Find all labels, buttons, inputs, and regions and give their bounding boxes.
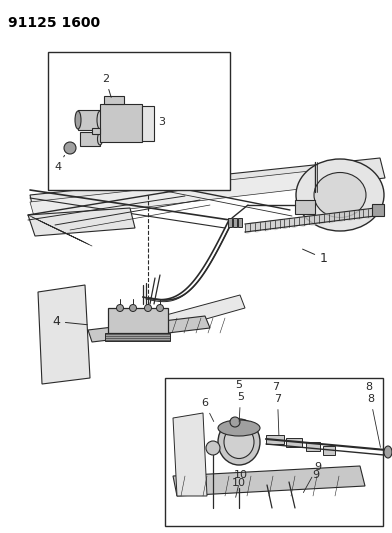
Ellipse shape: [218, 420, 260, 436]
Bar: [100, 104, 142, 142]
Text: 3: 3: [158, 117, 165, 127]
Polygon shape: [38, 285, 90, 384]
Circle shape: [129, 304, 136, 311]
Bar: [165, 378, 383, 526]
Polygon shape: [88, 316, 210, 342]
Text: 9: 9: [303, 462, 321, 492]
Bar: [286, 438, 302, 447]
Polygon shape: [173, 413, 207, 496]
Polygon shape: [30, 158, 385, 218]
Bar: [228, 218, 232, 227]
Circle shape: [156, 304, 163, 311]
Circle shape: [145, 304, 151, 311]
Text: 1: 1: [303, 249, 328, 265]
Text: 5: 5: [235, 380, 242, 390]
Text: 91125 1600: 91125 1600: [8, 16, 100, 30]
Bar: [323, 446, 335, 455]
Ellipse shape: [98, 133, 102, 145]
Bar: [238, 218, 242, 227]
Polygon shape: [28, 208, 135, 236]
Circle shape: [206, 441, 220, 455]
Text: 2: 2: [102, 74, 111, 98]
Ellipse shape: [97, 111, 103, 129]
Text: 8: 8: [365, 382, 372, 392]
Bar: [306, 442, 320, 451]
Ellipse shape: [224, 425, 254, 458]
Bar: [80, 132, 100, 146]
Polygon shape: [173, 466, 365, 496]
Text: 7: 7: [272, 382, 279, 392]
Ellipse shape: [314, 173, 366, 217]
Text: 4: 4: [54, 156, 65, 172]
Bar: [295, 200, 315, 214]
Text: 6: 6: [201, 398, 214, 422]
Circle shape: [116, 304, 123, 311]
Text: 8: 8: [367, 394, 381, 447]
Circle shape: [64, 142, 76, 154]
Text: 9: 9: [312, 470, 319, 480]
Bar: [233, 218, 237, 227]
Bar: [372, 204, 384, 216]
Text: 4: 4: [52, 315, 87, 328]
Bar: [108, 308, 168, 333]
Text: 7: 7: [274, 394, 281, 435]
Bar: [142, 106, 154, 141]
Ellipse shape: [218, 419, 260, 465]
Ellipse shape: [384, 446, 392, 458]
Ellipse shape: [296, 159, 384, 231]
Bar: [105, 333, 170, 341]
Polygon shape: [30, 166, 360, 220]
Text: 10: 10: [232, 478, 246, 488]
Bar: [78, 110, 100, 130]
Text: 5: 5: [237, 392, 244, 422]
Circle shape: [230, 417, 240, 427]
Text: 10: 10: [234, 470, 248, 497]
Ellipse shape: [75, 111, 81, 129]
Bar: [92, 128, 100, 134]
Bar: [266, 435, 284, 444]
Bar: [48, 52, 230, 190]
Polygon shape: [155, 295, 245, 332]
Bar: [104, 96, 124, 104]
